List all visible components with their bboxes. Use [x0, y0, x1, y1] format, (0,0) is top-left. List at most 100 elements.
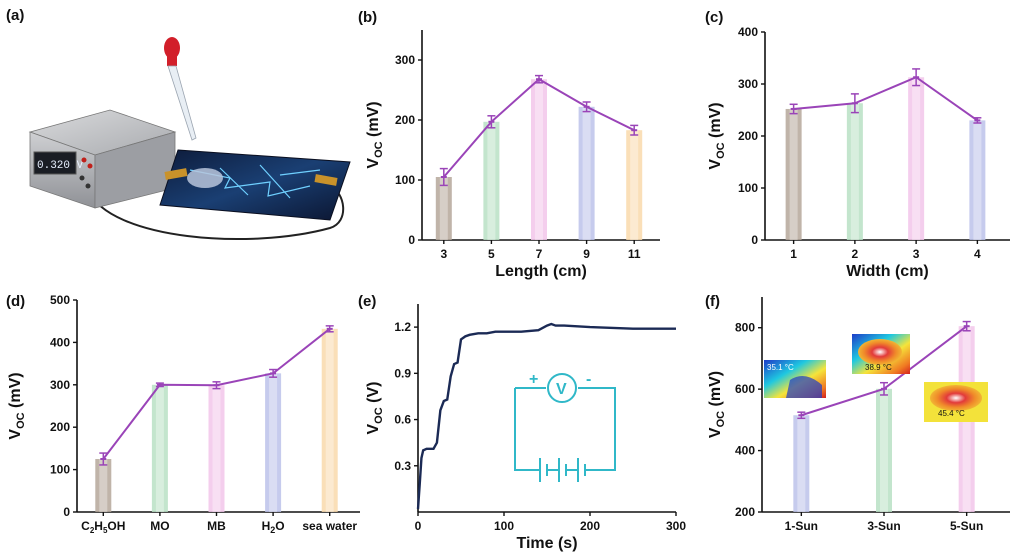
x-axis-label: Length (cm) — [495, 263, 587, 280]
y-tick-label: 200 — [735, 505, 755, 519]
y-tick-label: 0.9 — [394, 366, 411, 380]
y-tick-label: 800 — [735, 321, 755, 335]
clip-right — [314, 174, 338, 186]
y-tick-label: 500 — [50, 293, 70, 307]
bar-highlight — [582, 106, 591, 240]
bar-highlight — [630, 130, 639, 240]
panel-a-illustration: (a) 0.320 V — [6, 7, 351, 240]
panel-a-label: (a) — [6, 7, 24, 24]
minus-sign: - — [586, 371, 591, 388]
y-tick-label: 600 — [735, 382, 755, 396]
panel-d-chart: (d) 0 100 200 300 400 500 VOC (mV) C2H5OH MO MB H2O… — [6, 293, 360, 535]
x-tick-label: 1 — [790, 247, 797, 261]
voltmeter-icon — [547, 373, 577, 403]
voltmeter-display — [33, 151, 77, 175]
bar-highlight — [439, 177, 448, 240]
bar-highlight — [880, 388, 888, 512]
bar — [793, 415, 810, 512]
x-tick-label: 3-Sun — [867, 519, 900, 533]
bar — [626, 130, 643, 240]
bar-highlight — [789, 108, 798, 241]
bar — [151, 384, 168, 512]
x-tick-label: 200 — [580, 519, 600, 533]
y-tick-label: 0 — [751, 233, 758, 247]
panel-e-label: (e) — [358, 293, 376, 310]
x-tick-label: 100 — [494, 519, 514, 533]
y-tick-label: 300 — [738, 77, 758, 91]
x-tick-label: 3 — [440, 247, 447, 261]
thermal-image-3sun: 38.9 °C — [852, 334, 910, 374]
x-tick-label: MB — [207, 519, 226, 533]
y-axis-label: VOC (mV) — [7, 372, 27, 439]
bar — [785, 108, 802, 241]
x-tick-label: H2O — [262, 519, 285, 535]
bar-highlight — [155, 384, 164, 512]
x-tick-label: 11 — [628, 247, 641, 261]
x-axis-label: Time (s) — [516, 535, 577, 552]
x-tick-label: sea water — [302, 519, 357, 533]
y-tick-label: 0 — [408, 233, 415, 247]
panel-b-label: (b) — [358, 9, 377, 26]
thermal-temp-3: 45.4 °C — [938, 409, 965, 418]
x-tick-label: MO — [150, 519, 169, 533]
bar-highlight — [99, 459, 108, 512]
y-tick-label: 200 — [395, 113, 415, 127]
thermal-temp-1: 35.1 °C — [767, 363, 794, 372]
x-tick-label: 2 — [852, 247, 859, 261]
y-tick-label: 100 — [50, 463, 70, 477]
x-tick-label: 5 — [488, 247, 495, 261]
bar — [908, 77, 925, 241]
panel-c-label: (c) — [705, 9, 723, 26]
y-tick-label: 0.3 — [394, 459, 411, 473]
plus-sign: + — [529, 371, 538, 388]
bar — [876, 388, 892, 512]
bar — [483, 121, 500, 240]
knob-icon — [79, 175, 85, 181]
bar-highlight — [912, 77, 921, 241]
series-line — [416, 322, 676, 510]
panel-e-chart: (e) 0.3 0.6 0.9 1.2 VOC (V) 0 100 200 300 Time (s) — [358, 293, 686, 552]
y-axis-label: VOC (mV) — [707, 371, 727, 438]
terminal-icon — [81, 157, 87, 163]
voltmeter-reading: 0.320 V — [37, 160, 84, 172]
bar — [265, 373, 282, 512]
y-tick-label: 400 — [738, 25, 758, 39]
bar-highlight — [850, 103, 859, 241]
bar — [95, 459, 112, 512]
bar-highlight — [269, 373, 278, 512]
y-tick-label: 200 — [738, 129, 758, 143]
terminal-icon — [87, 163, 93, 169]
x-tick-label: 3 — [913, 247, 920, 261]
x-tick-label: 1-Sun — [785, 519, 818, 533]
bar — [435, 177, 452, 240]
x-tick-label: 0 — [415, 519, 422, 533]
dropper-icon — [164, 37, 197, 141]
panel-f-label: (f) — [705, 293, 720, 310]
panel-b-chart: (b) 0 100 200 300 VOC (mV) 3 5 7 9 11 Length (cm) — [358, 9, 660, 280]
y-tick-label: 100 — [738, 181, 758, 195]
bar — [321, 328, 338, 512]
x-tick-label: 300 — [666, 519, 686, 533]
bar-highlight — [212, 385, 221, 512]
x-tick-label: 5-Sun — [950, 519, 983, 533]
y-axis-label: VOC (mV) — [365, 101, 385, 168]
bar — [208, 385, 225, 512]
bar-highlight — [325, 328, 334, 512]
trend-line — [793, 76, 978, 122]
x-axis-label: Width (cm) — [846, 263, 929, 280]
clip-left — [164, 168, 188, 180]
y-axis-label: VOC (mV) — [707, 102, 727, 169]
bar — [846, 103, 863, 241]
panel-c-chart: (c) 0 100 200 300 400 VOC (mV) 1 2 3 4 Width (cm) — [705, 9, 1010, 280]
bar-highlight — [973, 120, 982, 240]
bar — [969, 120, 986, 240]
y-axis-label: VOC (V) — [365, 382, 385, 435]
lightning-icon — [189, 164, 321, 199]
wire-black — [87, 185, 345, 240]
thermal-image-1sun: 35.1 °C — [764, 360, 826, 398]
y-tick-label: 300 — [50, 378, 70, 392]
x-tick-label: 7 — [536, 247, 543, 261]
knob-icon — [85, 183, 91, 189]
x-tick-label: 4 — [974, 247, 981, 261]
